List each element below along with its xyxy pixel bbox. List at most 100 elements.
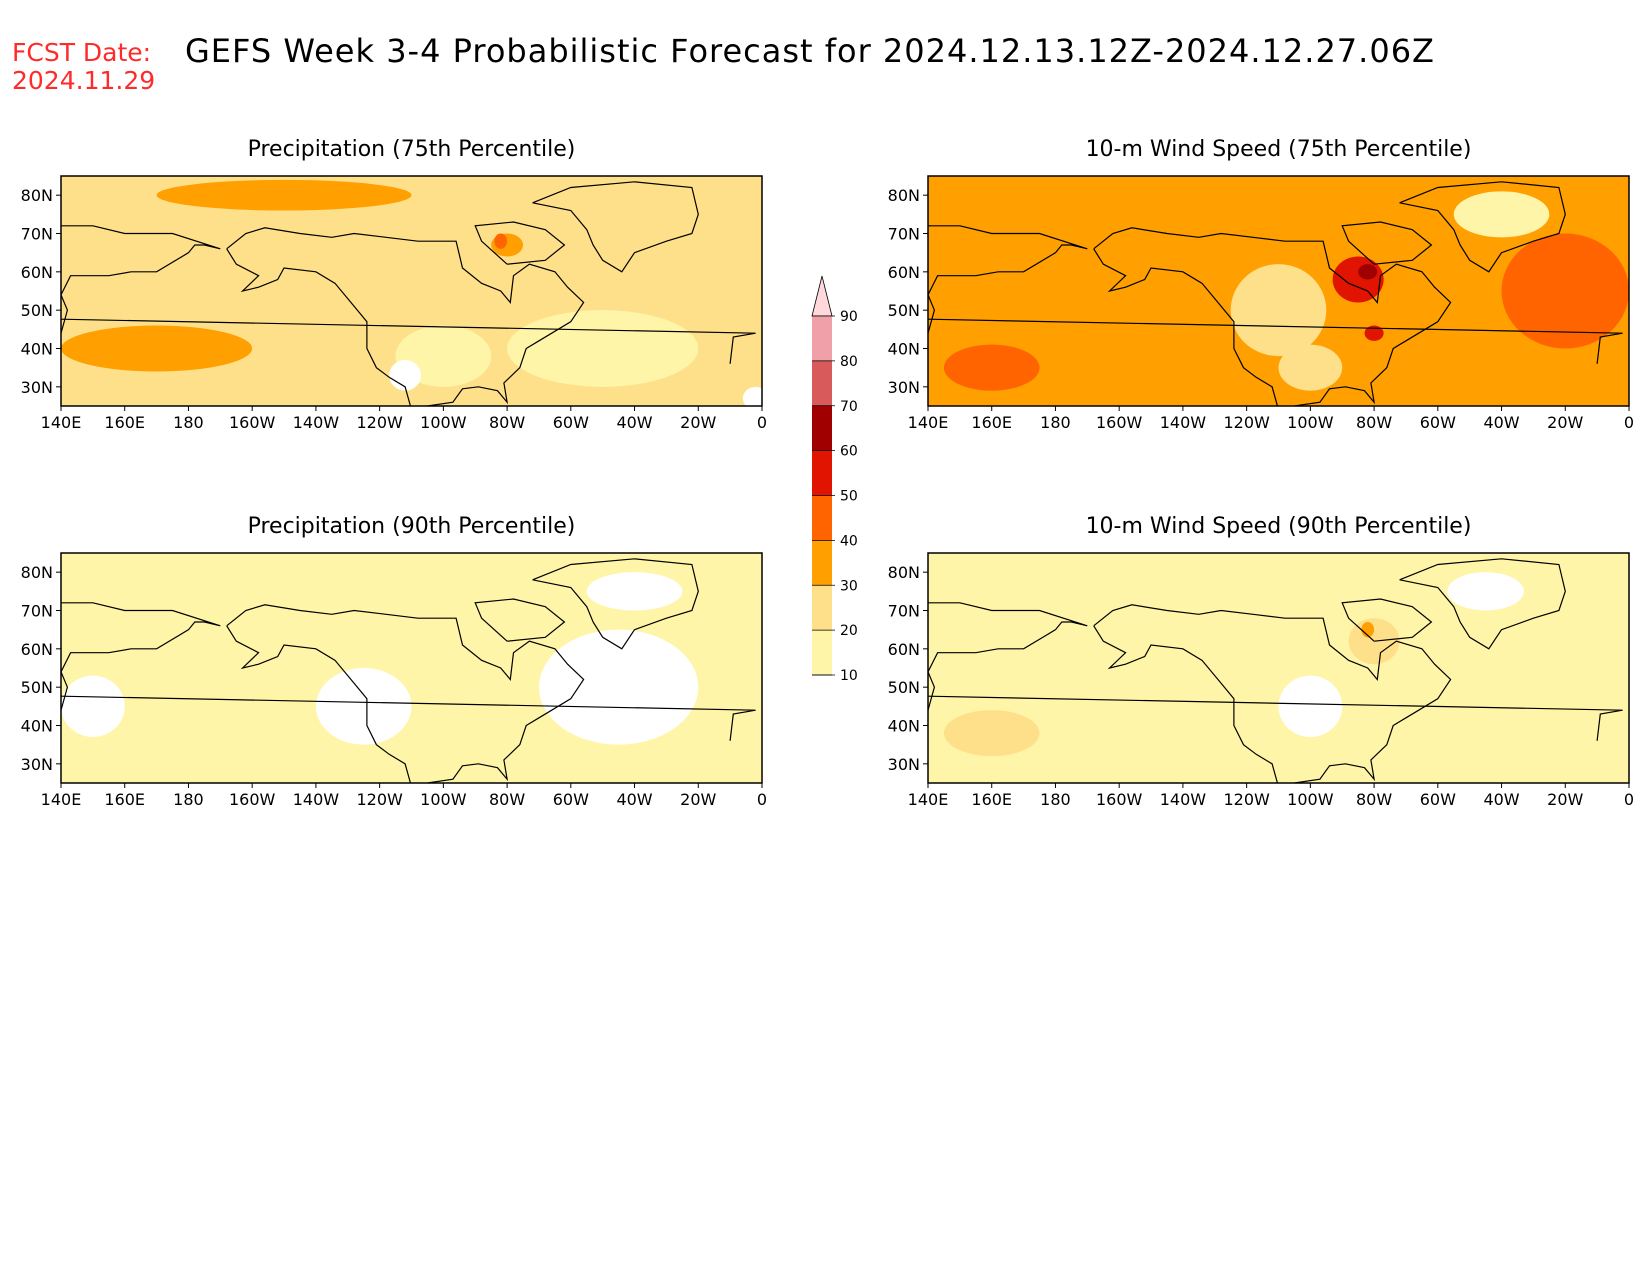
map-frame xyxy=(60,175,763,407)
coastline xyxy=(928,225,1088,334)
colorbar-label: 10 xyxy=(840,668,858,684)
lat-tick-label: 70N xyxy=(21,225,53,244)
lon-tick-label: 120W xyxy=(1223,413,1270,432)
lon-tick-label: 160W xyxy=(1096,790,1143,809)
coastline xyxy=(61,318,756,364)
probability-patch xyxy=(1278,675,1343,737)
lon-tick-label: 140E xyxy=(41,790,82,809)
probability-patch xyxy=(1358,264,1378,280)
lat-tick-label: 70N xyxy=(888,602,920,621)
page-title: GEFS Week 3-4 Probabilistic Forecast for… xyxy=(185,32,1435,70)
lat-tick-label: 40N xyxy=(888,340,920,359)
coastline xyxy=(532,558,699,650)
lon-tick-label: 60W xyxy=(1420,413,1456,432)
coastline xyxy=(1341,598,1433,642)
coastline xyxy=(928,602,1088,711)
lat-tick-label: 80N xyxy=(888,186,920,205)
lon-tick-label: 180 xyxy=(1040,790,1071,809)
lon-tick-label: 140E xyxy=(908,413,949,432)
coastline xyxy=(61,225,221,334)
lon-tick-label: 40W xyxy=(1483,413,1519,432)
lon-tick-label: 120W xyxy=(356,413,403,432)
coastline xyxy=(928,318,1623,364)
lon-tick-label: 100W xyxy=(1287,413,1334,432)
lon-tick-label: 80W xyxy=(489,790,525,809)
colorbar-box xyxy=(812,585,832,631)
lon-tick-label: 140E xyxy=(41,413,82,432)
colorbar-box xyxy=(812,495,832,541)
lon-tick-label: 40W xyxy=(616,790,652,809)
colorbar-label: 90 xyxy=(840,309,858,325)
map-frame xyxy=(60,552,763,784)
colorbar-label: 70 xyxy=(840,399,858,415)
coastline xyxy=(1093,604,1452,783)
lat-tick-label: 60N xyxy=(21,263,53,282)
lon-tick-label: 0 xyxy=(757,790,767,809)
panel-title: 10-m Wind Speed (75th Percentile) xyxy=(1086,137,1472,162)
probability-patch xyxy=(61,675,125,737)
probability-patch xyxy=(742,386,762,406)
lon-tick-label: 20W xyxy=(680,413,716,432)
probability-patch xyxy=(494,233,508,249)
lon-tick-label: 60W xyxy=(1420,790,1456,809)
map-frame xyxy=(927,552,1630,784)
probability-patch xyxy=(507,310,699,387)
lon-tick-label: 160E xyxy=(971,413,1012,432)
lat-tick-label: 30N xyxy=(21,378,53,397)
lat-tick-label: 40N xyxy=(888,717,920,736)
lon-tick-label: 20W xyxy=(1547,790,1583,809)
field-background xyxy=(928,553,1629,783)
map-panel-wind90: 10-m Wind Speed (90th Percentile) 80N 70N 6… xyxy=(888,514,1634,809)
lon-tick-label: 120W xyxy=(1223,790,1270,809)
lat-tick-label: 50N xyxy=(21,301,53,320)
lat-tick-label: 30N xyxy=(888,378,920,397)
probability-patch xyxy=(1364,325,1384,341)
colorbar-box xyxy=(812,405,832,451)
lon-tick-label: 140W xyxy=(1160,413,1207,432)
lon-tick-label: 100W xyxy=(1287,790,1334,809)
lon-tick-label: 180 xyxy=(173,413,204,432)
probability-patch xyxy=(1501,233,1629,349)
colorbar-box xyxy=(812,630,832,675)
lon-tick-label: 160W xyxy=(229,790,276,809)
lat-tick-label: 30N xyxy=(888,755,920,774)
probability-patch xyxy=(1447,572,1524,611)
colorbar-box xyxy=(812,450,832,496)
lat-tick-label: 60N xyxy=(888,640,920,659)
lon-tick-label: 0 xyxy=(757,413,767,432)
lat-tick-label: 40N xyxy=(21,340,53,359)
fcst-date-value: 2024.11.29 xyxy=(12,66,156,95)
lon-tick-label: 20W xyxy=(680,790,716,809)
lon-tick-label: 160E xyxy=(104,413,145,432)
lat-tick-label: 50N xyxy=(21,678,53,697)
lat-tick-label: 80N xyxy=(21,186,53,205)
panel-title: Precipitation (75th Percentile) xyxy=(248,137,576,162)
lon-tick-label: 80W xyxy=(1356,790,1392,809)
probability-patch xyxy=(1361,622,1375,638)
map-panel-precip75: Precipitation (75th Percentile) 80N 70N 60N… xyxy=(21,137,767,432)
lat-tick-label: 70N xyxy=(21,602,53,621)
colorbar-label: 50 xyxy=(840,489,858,505)
coastline xyxy=(1399,181,1566,273)
coastline xyxy=(61,602,221,711)
probability-patch xyxy=(1230,264,1327,357)
lon-tick-label: 140W xyxy=(1160,790,1207,809)
probability-patch xyxy=(1332,256,1384,303)
lon-tick-label: 20W xyxy=(1547,413,1583,432)
probability-patch xyxy=(61,325,253,372)
lat-tick-label: 70N xyxy=(888,225,920,244)
coastline xyxy=(61,695,756,741)
colorbar-box xyxy=(812,540,832,586)
lon-tick-label: 160E xyxy=(104,790,145,809)
lon-tick-label: 80W xyxy=(489,413,525,432)
lat-tick-label: 40N xyxy=(21,717,53,736)
lon-tick-label: 180 xyxy=(173,790,204,809)
colorbar-label: 80 xyxy=(840,354,858,370)
lat-tick-label: 50N xyxy=(888,301,920,320)
probability-patch xyxy=(943,710,1040,757)
lat-tick-label: 30N xyxy=(21,755,53,774)
lon-tick-label: 120W xyxy=(356,790,403,809)
colorbar-label: 20 xyxy=(840,623,858,639)
lon-tick-label: 80W xyxy=(1356,413,1392,432)
